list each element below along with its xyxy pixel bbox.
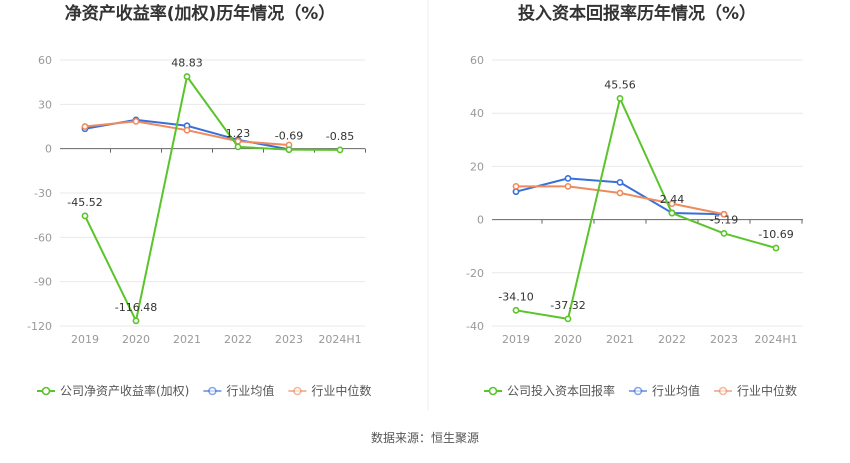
- data-label: -10.69: [758, 228, 793, 241]
- data-label: 2.44: [660, 193, 685, 206]
- data-point: [336, 146, 344, 154]
- y-tick-label: 40: [470, 107, 484, 120]
- legend-item-1: 公司投入资本回报率: [484, 383, 615, 398]
- chart-title: 投入资本回报率历年情况（%）: [518, 3, 756, 24]
- legend-marker: [633, 386, 643, 396]
- data-label: -116.48: [115, 301, 157, 314]
- legend-marker: [293, 386, 302, 396]
- data-label: -0.85: [326, 130, 354, 143]
- data-point: [668, 200, 676, 208]
- y-tick-label: 0: [45, 143, 52, 156]
- chart-title: 净资产收益率(加权)历年情况（%）: [65, 3, 336, 24]
- source-note: 数据来源：恒生聚源: [371, 430, 479, 445]
- chart-1: 净资产收益率(加权)历年情况（%） 60 30 0 -30 -60 -90 -120 2019 2…: [27, 3, 371, 398]
- x-tick-label: 2021: [606, 333, 634, 346]
- data-point: [285, 146, 293, 154]
- legend-item-1: 公司净资产收益率(加权): [37, 383, 189, 398]
- x-tick-label: 2022: [658, 333, 686, 346]
- data-label: -5.19: [710, 213, 738, 226]
- data-point: [772, 244, 780, 252]
- data-point: [183, 126, 191, 134]
- x-tick-label: 2019: [71, 333, 99, 346]
- y-tick-label: 30: [38, 98, 52, 111]
- data-point: [616, 95, 624, 102]
- y-tick-label: 0: [477, 214, 484, 227]
- y-tick-label: -120: [27, 320, 52, 333]
- data-point: [81, 123, 89, 130]
- y-tick-label: 60: [470, 54, 484, 67]
- legend-label: 行业中位数: [737, 383, 797, 398]
- x-tick-label: 2023: [275, 333, 303, 346]
- data-label: 48.83: [171, 57, 203, 70]
- legend-label: 公司净资产收益率(加权): [60, 383, 189, 398]
- data-point: [183, 73, 191, 80]
- data-label: -45.52: [67, 196, 102, 209]
- x-tick-label: 2024H1: [754, 333, 797, 346]
- data-point: [81, 212, 89, 220]
- data-point: [132, 117, 140, 125]
- y-tick-label: 20: [470, 160, 484, 173]
- legend-item-2: 行业均值: [629, 383, 700, 398]
- data-point: [668, 209, 676, 217]
- data-point: [616, 178, 624, 186]
- y-tick-label: -30: [34, 187, 52, 200]
- data-point: [512, 306, 520, 314]
- x-tick-label: 2021: [173, 333, 201, 346]
- legend-label: 行业均值: [226, 383, 274, 398]
- legend-label: 公司投入资本回报率: [507, 383, 615, 398]
- legend-marker: [488, 386, 498, 396]
- data-label: 1.23: [226, 127, 251, 140]
- x-tick-label: 2024H1: [318, 333, 361, 346]
- y-tick-label: -90: [34, 276, 52, 289]
- data-label: -0.69: [275, 130, 303, 143]
- data-point: [512, 182, 520, 190]
- series-line-1: [515, 97, 777, 320]
- legend-item-3: 行业中位数: [288, 383, 371, 398]
- x-tick-label: 2019: [502, 333, 530, 346]
- legend-label: 行业中位数: [311, 383, 371, 398]
- x-tick-label: 2022: [224, 333, 252, 346]
- data-point: [616, 189, 624, 197]
- data-label: -34.10: [498, 290, 533, 303]
- data-label: 45.56: [604, 78, 636, 91]
- data-point: [564, 182, 572, 190]
- data-point: [132, 317, 140, 325]
- data-point: [512, 188, 520, 196]
- x-tick-label: 2020: [554, 333, 582, 346]
- y-tick-label: -20: [466, 267, 484, 280]
- data-point: [720, 210, 728, 218]
- y-tick-label: 60: [38, 54, 52, 67]
- legend-label: 行业均值: [652, 383, 700, 398]
- data-point: [720, 230, 728, 237]
- data-point: [564, 315, 572, 323]
- y-tick-label: -60: [34, 231, 52, 244]
- y-tick-label: -40: [466, 320, 484, 333]
- legend-marker: [41, 386, 51, 396]
- series-line-1: [84, 75, 341, 322]
- legend-marker: [718, 386, 728, 396]
- data-point: [234, 143, 242, 151]
- x-tick-label: 2020: [122, 333, 150, 346]
- data-point: [564, 174, 572, 182]
- legend-marker: [208, 386, 217, 396]
- chart-2: 投入资本回报率历年情况（%） 60 40 20 0 -20 -40 2019 2020 2021 2…: [466, 3, 803, 398]
- x-tick-label: 2023: [710, 333, 738, 346]
- legend-item-3: 行业中位数: [714, 383, 797, 398]
- legend-item-2: 行业均值: [203, 383, 274, 398]
- data-label: -37.32: [550, 299, 585, 312]
